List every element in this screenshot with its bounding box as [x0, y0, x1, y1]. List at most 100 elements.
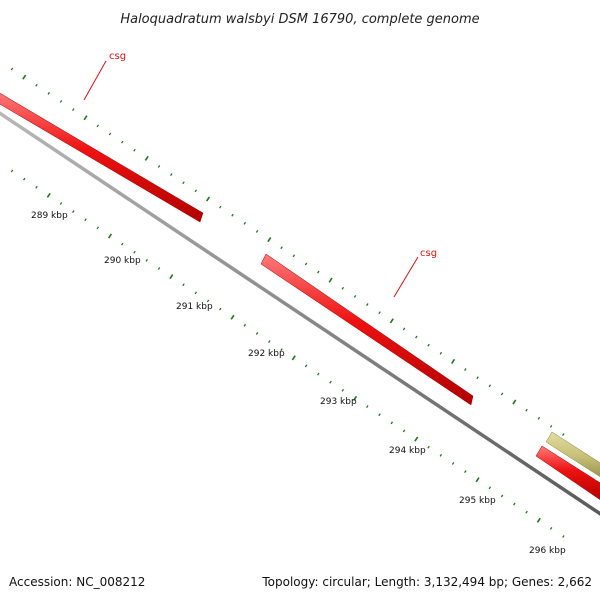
- minor-tick: [317, 270, 320, 274]
- minor-tick: [108, 132, 112, 136]
- minor-tick: [549, 527, 553, 530]
- major-tick: [169, 274, 174, 280]
- minor-tick: [231, 213, 234, 217]
- minor-tick: [439, 351, 443, 355]
- minor-tick: [72, 210, 75, 214]
- minor-tick: [525, 510, 528, 514]
- gene-feature-3[interactable]: [535, 445, 600, 501]
- svg-text:csg: csg: [420, 248, 437, 259]
- gene-feature-2[interactable]: [260, 253, 474, 406]
- minor-tick: [427, 343, 430, 347]
- outer-tick-row: [10, 67, 565, 436]
- minor-tick: [47, 91, 50, 95]
- scale-label: 296 kbp: [529, 546, 566, 556]
- minor-tick: [35, 185, 38, 189]
- minor-tick: [206, 299, 210, 303]
- minor-tick: [133, 148, 136, 152]
- minor-tick: [488, 486, 492, 490]
- gene-label-csg-2: csg: [393, 248, 437, 298]
- minor-tick: [182, 181, 185, 185]
- scale-label: 290 kbp: [104, 256, 141, 266]
- minor-tick: [133, 250, 136, 254]
- minor-tick: [35, 83, 38, 87]
- minor-tick: [219, 205, 222, 209]
- minor-tick: [366, 405, 369, 408]
- scale-label: 295 kbp: [459, 496, 496, 506]
- minor-tick: [194, 291, 198, 295]
- minor-tick: [562, 535, 565, 538]
- minor-tick: [280, 348, 283, 352]
- minor-tick: [243, 323, 247, 327]
- minor-tick: [366, 303, 369, 306]
- major-tick: [475, 477, 480, 483]
- minor-tick: [415, 335, 418, 339]
- minor-tick: [170, 173, 173, 176]
- scale-label: 289 kbp: [31, 211, 68, 221]
- major-tick: [205, 196, 211, 202]
- minor-tick: [59, 100, 63, 103]
- major-tick: [536, 517, 541, 523]
- minor-tick: [476, 376, 479, 380]
- svg-text:csg: csg: [109, 51, 126, 62]
- minor-tick: [182, 283, 185, 287]
- minor-tick: [341, 286, 345, 290]
- gene-feature-4[interactable]: [545, 431, 600, 478]
- minor-tick: [268, 340, 271, 343]
- minor-tick: [219, 307, 222, 311]
- minor-tick: [121, 140, 124, 144]
- major-tick: [389, 318, 394, 324]
- scale-label: 291 kbp: [176, 302, 213, 312]
- minor-tick: [402, 429, 406, 433]
- major-tick: [451, 358, 456, 364]
- major-tick: [353, 395, 358, 401]
- minor-tick: [353, 295, 357, 298]
- minor-tick: [427, 445, 430, 449]
- minor-tick: [562, 433, 565, 436]
- minor-tick: [255, 332, 259, 335]
- major-tick: [328, 277, 333, 283]
- major-tick: [291, 355, 296, 361]
- minor-tick: [96, 226, 99, 230]
- major-tick: [22, 74, 27, 80]
- minor-tick: [10, 169, 14, 173]
- minor-tick: [464, 470, 467, 473]
- minor-tick: [304, 364, 308, 368]
- minor-tick: [402, 327, 406, 331]
- minor-tick: [304, 262, 308, 266]
- major-tick: [46, 192, 51, 198]
- minor-tick: [72, 108, 75, 112]
- minor-tick: [292, 254, 296, 258]
- gene-label-csg-1: csg: [83, 51, 126, 101]
- minor-tick: [378, 311, 381, 315]
- minor-tick: [500, 494, 504, 498]
- gene-feature-1[interactable]: [0, 92, 204, 223]
- minor-tick: [96, 124, 99, 128]
- minor-tick: [451, 462, 455, 465]
- minor-tick: [255, 230, 259, 233]
- inner-tick-row: 289 kbp 290 kbp 291 kbp 292 kbp 293 kbp 294 k…: [10, 169, 566, 556]
- scale-label: 292 kbp: [248, 349, 285, 359]
- minor-tick: [121, 242, 124, 246]
- minor-tick: [84, 218, 87, 222]
- genome-title: Haloquadratum walsbyi DSM 16790, complet…: [120, 12, 479, 27]
- minor-tick: [537, 416, 541, 420]
- major-tick: [414, 436, 419, 442]
- minor-tick: [157, 267, 161, 270]
- genome-summary-label: Topology: circular; Length: 3,132,494 bp…: [261, 575, 592, 589]
- minor-tick: [341, 388, 345, 392]
- minor-tick: [10, 67, 14, 71]
- minor-tick: [464, 368, 467, 371]
- major-tick: [83, 115, 88, 121]
- accession-label: Accession: NC_008212: [9, 575, 145, 589]
- minor-tick: [329, 380, 332, 384]
- minor-tick: [439, 453, 443, 457]
- major-tick: [144, 155, 149, 161]
- minor-tick: [378, 413, 381, 417]
- minor-tick: [390, 421, 394, 425]
- minor-tick: [549, 425, 553, 428]
- minor-tick: [243, 221, 247, 225]
- minor-tick: [513, 502, 516, 506]
- minor-tick: [194, 189, 198, 193]
- minor-tick: [500, 392, 504, 396]
